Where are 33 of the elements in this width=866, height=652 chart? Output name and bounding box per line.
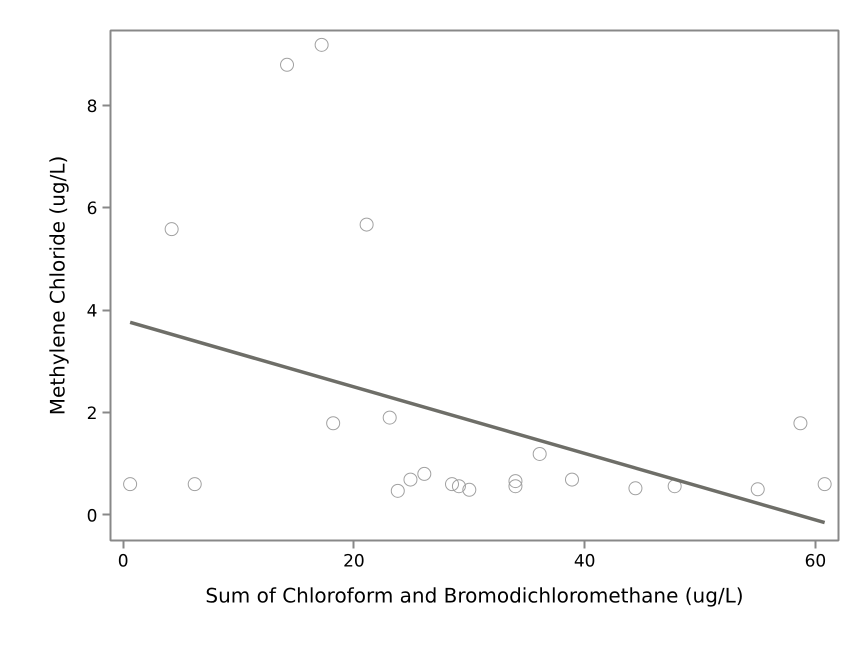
point: [628, 481, 642, 496]
y-tick-label: 8: [86, 96, 98, 117]
point: [508, 479, 522, 494]
y-tick-label: 2: [86, 404, 98, 424]
point: [750, 482, 765, 496]
point: [360, 218, 374, 232]
y-tick-label: 4: [86, 302, 98, 322]
y-tick-label: 6: [86, 199, 98, 220]
point: [188, 477, 202, 492]
y-axis-title: Methylene Chloride (ug/L): [46, 156, 70, 416]
point: [564, 472, 579, 487]
x-axis-title: Sum of Chloroform and Bromodichloromethane (ug/L): [205, 584, 744, 608]
point: [164, 222, 179, 236]
x-tick-label: 40: [574, 552, 596, 572]
point: [818, 477, 832, 492]
x-tick-label: 60: [804, 552, 826, 572]
point: [280, 58, 294, 72]
point: [462, 482, 476, 497]
point: [445, 477, 459, 492]
point: [532, 446, 547, 461]
x-tick-label: 20: [343, 552, 365, 572]
point: [314, 38, 329, 52]
point: [793, 416, 808, 430]
point: [417, 466, 432, 481]
point: [508, 474, 522, 488]
x-tick-label: 0: [118, 552, 129, 572]
point: [123, 477, 138, 492]
point: [452, 479, 466, 494]
point: [326, 416, 340, 430]
y-tick-label: 0: [86, 506, 98, 526]
point: [390, 484, 405, 498]
point: [382, 410, 397, 425]
point: [403, 472, 418, 487]
